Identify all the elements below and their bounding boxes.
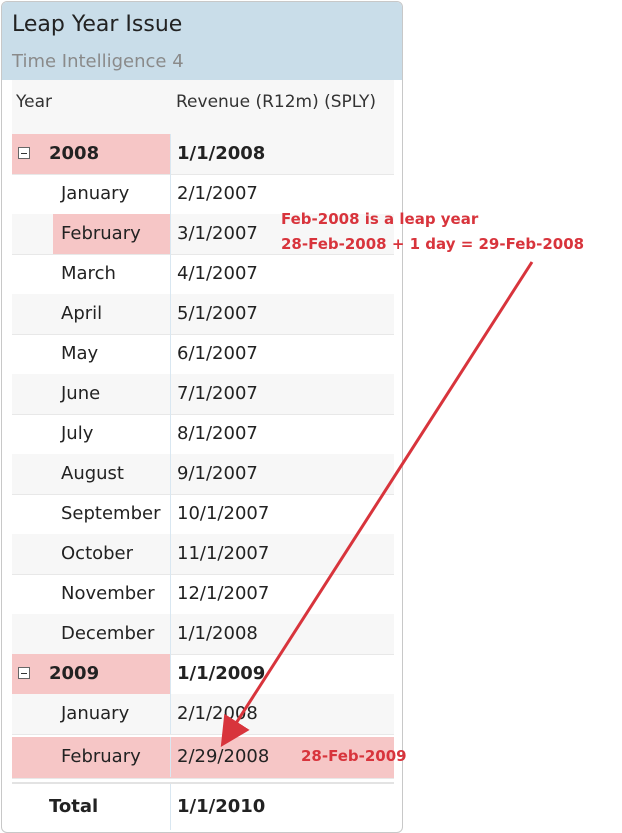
total-value-cell: 1/1/2010 xyxy=(170,784,394,830)
value-cell: 2/1/2007 xyxy=(170,174,394,214)
value-cell: 1/1/2008 xyxy=(170,614,394,654)
annotation-correct-value: 28-Feb-2009 xyxy=(301,747,407,765)
annotation-calculation: 28-Feb-2008 + 1 day = 29-Feb-2008 xyxy=(281,235,585,253)
value-cell: 10/1/2007 xyxy=(170,494,394,534)
table-row: May 6/1/2007 xyxy=(12,334,394,375)
table-row: August 9/1/2007 xyxy=(12,454,394,495)
year-cell[interactable]: 2009 xyxy=(12,654,170,694)
collapse-icon[interactable] xyxy=(18,667,30,679)
month-cell[interactable]: September xyxy=(61,503,161,524)
value-cell: 1/1/2008 xyxy=(170,134,394,174)
table-row: September 10/1/2007 xyxy=(12,494,394,535)
value-cell: 1/1/2009 xyxy=(170,654,394,694)
table-row: December 1/1/2008 xyxy=(12,614,394,655)
table-row: January 2/1/2007 xyxy=(12,174,394,215)
month-cell[interactable]: August xyxy=(61,463,124,484)
month-cell[interactable]: May xyxy=(61,343,99,364)
month-cell[interactable]: January xyxy=(61,703,130,724)
month-cell[interactable]: December xyxy=(61,623,155,644)
value-cell: 2/1/2008 xyxy=(170,694,394,734)
value-cell: 6/1/2007 xyxy=(170,334,394,374)
table-row: July 8/1/2007 xyxy=(12,414,394,455)
column-header-year-label: Year xyxy=(16,92,52,112)
annotation-leap-year: Feb-2008 is a leap year xyxy=(281,210,479,228)
value-cell: 8/1/2007 xyxy=(170,414,394,454)
value-cell: 9/1/2007 xyxy=(170,454,394,494)
value-cell: 2/29/2008 xyxy=(170,737,394,777)
month-cell[interactable]: April xyxy=(61,303,103,324)
table-row: April 5/1/2007 xyxy=(12,294,394,335)
table-row: March 4/1/2007 xyxy=(12,254,394,295)
value-cell: 12/1/2007 xyxy=(170,574,394,614)
february-highlight xyxy=(53,214,170,254)
month-cell[interactable]: February xyxy=(61,746,141,767)
total-label-cell: Total xyxy=(49,796,99,817)
month-cell[interactable]: July xyxy=(61,423,94,444)
total-row: Total 1/1/2010 xyxy=(12,782,394,830)
visual-title: Leap Year Issue xyxy=(12,12,183,37)
table-row: June 7/1/2007 xyxy=(12,374,394,415)
visual-header: Leap Year Issue Time Intelligence 4 xyxy=(2,2,402,80)
table-row: October 11/1/2007 xyxy=(12,534,394,575)
collapse-icon[interactable] xyxy=(18,147,30,159)
table-row: January 2/1/2008 xyxy=(12,694,394,735)
value-cell: 4/1/2007 xyxy=(170,254,394,294)
value-cell: 3/1/2007 xyxy=(170,214,394,254)
month-cell[interactable]: June xyxy=(61,383,101,404)
month-cell[interactable]: February xyxy=(12,214,170,254)
table-row-highlighted: February 2/29/2008 xyxy=(12,737,394,779)
month-cell[interactable]: November xyxy=(61,583,155,604)
visual-subtitle: Time Intelligence 4 xyxy=(12,51,184,72)
value-cell: 5/1/2007 xyxy=(170,294,394,334)
year-cell[interactable]: 2008 xyxy=(12,134,170,174)
table-row: November 12/1/2007 xyxy=(12,574,394,615)
table-row-2008: 2008 1/1/2008 xyxy=(12,134,394,175)
table-row: February 3/1/2007 xyxy=(12,214,394,255)
table-row-2009: 2009 1/1/2009 xyxy=(12,654,394,695)
month-cell[interactable]: March xyxy=(61,263,116,284)
table-visual: Leap Year Issue Time Intelligence 4 Year… xyxy=(1,1,403,833)
month-cell[interactable]: January xyxy=(61,183,130,204)
value-cell: 7/1/2007 xyxy=(170,374,394,414)
column-header-year[interactable]: Year xyxy=(12,80,170,136)
column-header-measure[interactable]: Revenue (R12m) (SPLY) xyxy=(170,80,394,136)
value-cell: 11/1/2007 xyxy=(170,534,394,574)
column-header-measure-label: Revenue (R12m) (SPLY) xyxy=(176,92,377,112)
month-cell[interactable]: October xyxy=(61,543,134,564)
